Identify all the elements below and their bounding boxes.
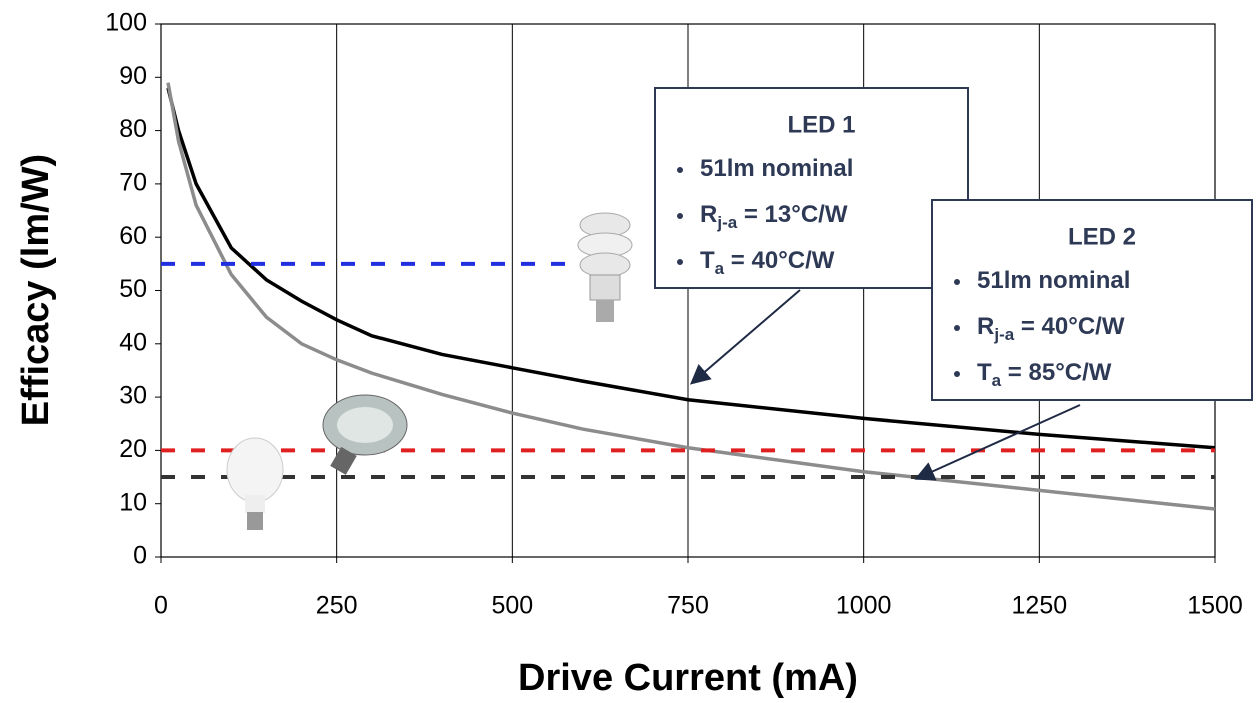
bullet-main: 51lm nominal <box>700 155 853 182</box>
bullet-rest: = 40°C/W <box>1014 313 1125 340</box>
bullet-main: T <box>700 247 715 274</box>
bulb-icons <box>226 212 633 530</box>
bullet-sub: j-a <box>716 213 737 232</box>
x-tick-label: 0 <box>154 592 168 620</box>
series-line <box>166 82 1216 511</box>
x-axis-title: Drive Current (mA) <box>518 657 858 699</box>
bullet-main: T <box>977 359 992 386</box>
y-tick-label: 30 <box>119 382 147 410</box>
bullet-rest: = 85°C/W <box>1001 359 1112 386</box>
bullet-main: R <box>977 313 994 340</box>
bullet-sub: a <box>715 259 725 278</box>
bullet-main: 51lm nominal <box>977 267 1130 294</box>
annotation-bullet: Ta = 85°C/W <box>977 359 1112 390</box>
y-tick-label: 60 <box>119 222 147 250</box>
y-tick-label: 90 <box>119 62 147 90</box>
annotation-box <box>931 199 1253 401</box>
y-tick-label: 20 <box>119 435 147 463</box>
x-tick-label: 750 <box>667 592 709 620</box>
annotation-title: LED 2 <box>1068 223 1136 250</box>
annotation-bullet: Rj-a = 40°C/W <box>977 313 1125 344</box>
cfl-icon <box>577 212 633 322</box>
y-tick-label: 80 <box>119 115 147 143</box>
x-tick-label: 1500 <box>1187 592 1243 620</box>
bullet-sub: j-a <box>993 325 1014 344</box>
bullet-main: R <box>700 201 717 228</box>
y-tick-label: 50 <box>119 275 147 303</box>
bullet-dot <box>677 259 683 265</box>
x-tick-label: 500 <box>491 592 533 620</box>
bullet-dot <box>677 167 683 173</box>
x-tick-label: 1250 <box>1012 592 1068 620</box>
bullet-dot <box>677 213 683 219</box>
annotation-arrow <box>689 289 801 385</box>
bullet-rest: = 40°C/W <box>724 247 835 274</box>
y-tick-label: 70 <box>119 169 147 197</box>
annotation: LED 1 51lm nominal Rj-a = 13°C/W Ta = 40°C/… <box>654 87 969 385</box>
y-axis-title: Efficacy (lm/W) <box>15 154 57 426</box>
annotation-title: LED 1 <box>787 111 855 138</box>
y-tick-label: 40 <box>119 328 147 356</box>
halogen-icon <box>322 394 408 475</box>
bullet-rest: = 13°C/W <box>737 201 848 228</box>
annotation-bullet: Rj-a = 13°C/W <box>700 201 848 232</box>
y-tick-label: 100 <box>105 9 147 37</box>
y-tick-label: 0 <box>133 542 147 570</box>
annotation-bullet: 51lm nominal <box>700 155 853 182</box>
incandescent-icon <box>226 437 284 530</box>
annotation-bullet: 51lm nominal <box>977 267 1130 294</box>
series-line <box>166 87 1216 450</box>
annotation-box <box>654 87 969 289</box>
bullet-dot <box>954 325 960 331</box>
annotation-arrow <box>914 404 1081 481</box>
bullet-dot <box>954 279 960 285</box>
bullet-sub: a <box>992 371 1002 390</box>
x-tick-label: 1000 <box>836 592 892 620</box>
y-tick-label: 10 <box>119 488 147 516</box>
bullet-dot <box>954 371 960 377</box>
annotation-bullet: Ta = 40°C/W <box>700 247 835 278</box>
x-tick-label: 250 <box>316 592 358 620</box>
annotation: LED 2 51lm nominal Rj-a = 40°C/W Ta = 85°C/… <box>914 199 1253 481</box>
